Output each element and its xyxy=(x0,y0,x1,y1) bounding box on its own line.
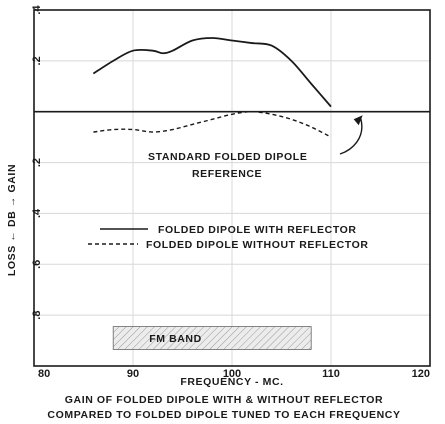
caption-line-2: COMPARED TO FOLDED DIPOLE TUNED TO EACH … xyxy=(47,409,400,421)
legend-label-with-reflector: FOLDED DIPOLE WITH REFLECTOR xyxy=(158,224,357,236)
annotation-line-2: REFERENCE xyxy=(192,168,262,180)
y-tick-label: .4 xyxy=(31,208,43,218)
y-axis-label: LOSS ← DB → GAIN xyxy=(6,164,18,276)
band-label: FM BAND xyxy=(149,333,202,345)
y-tick-label: .2 xyxy=(31,56,43,65)
y-tick-label: .2 xyxy=(31,158,43,167)
legend-label-without-reflector: FOLDED DIPOLE WITHOUT REFLECTOR xyxy=(146,239,369,251)
x-tick-label: 110 xyxy=(322,368,340,380)
x-tick-label: 90 xyxy=(127,368,139,380)
caption-line-1: GAIN OF FOLDED DIPOLE WITH & WITHOUT REF… xyxy=(65,394,383,406)
x-tick-label: 100 xyxy=(223,368,241,380)
legend: FOLDED DIPOLE WITH REFLECTOR FOLDED DIPO… xyxy=(88,224,369,251)
annotation-arrow xyxy=(339,118,363,155)
annotation-line-1: STANDARD FOLDED DIPOLE xyxy=(148,151,307,163)
grid xyxy=(33,9,431,366)
x-axis-label: FREQUENCY - MC. xyxy=(180,376,283,388)
y-tick-label: .6 xyxy=(31,260,43,269)
y-tick-label: .4 xyxy=(31,5,43,15)
x-tick-label: 120 xyxy=(412,368,430,380)
series-line-without-reflector xyxy=(93,111,332,138)
x-tick-label: 80 xyxy=(38,368,50,380)
fm-band xyxy=(112,326,312,350)
y-tick-label: .8 xyxy=(31,311,43,320)
series-layer xyxy=(92,37,332,138)
series-line-with-reflector xyxy=(92,37,332,108)
x-tick-labels: 80 90 100 110 120 xyxy=(38,368,430,380)
annotation-arrowhead xyxy=(353,115,363,126)
fm-band-rect xyxy=(112,326,312,350)
plot-frame xyxy=(33,9,431,367)
y-tick-labels: .4 .2 .2 .4 .6 .8 xyxy=(31,5,43,320)
